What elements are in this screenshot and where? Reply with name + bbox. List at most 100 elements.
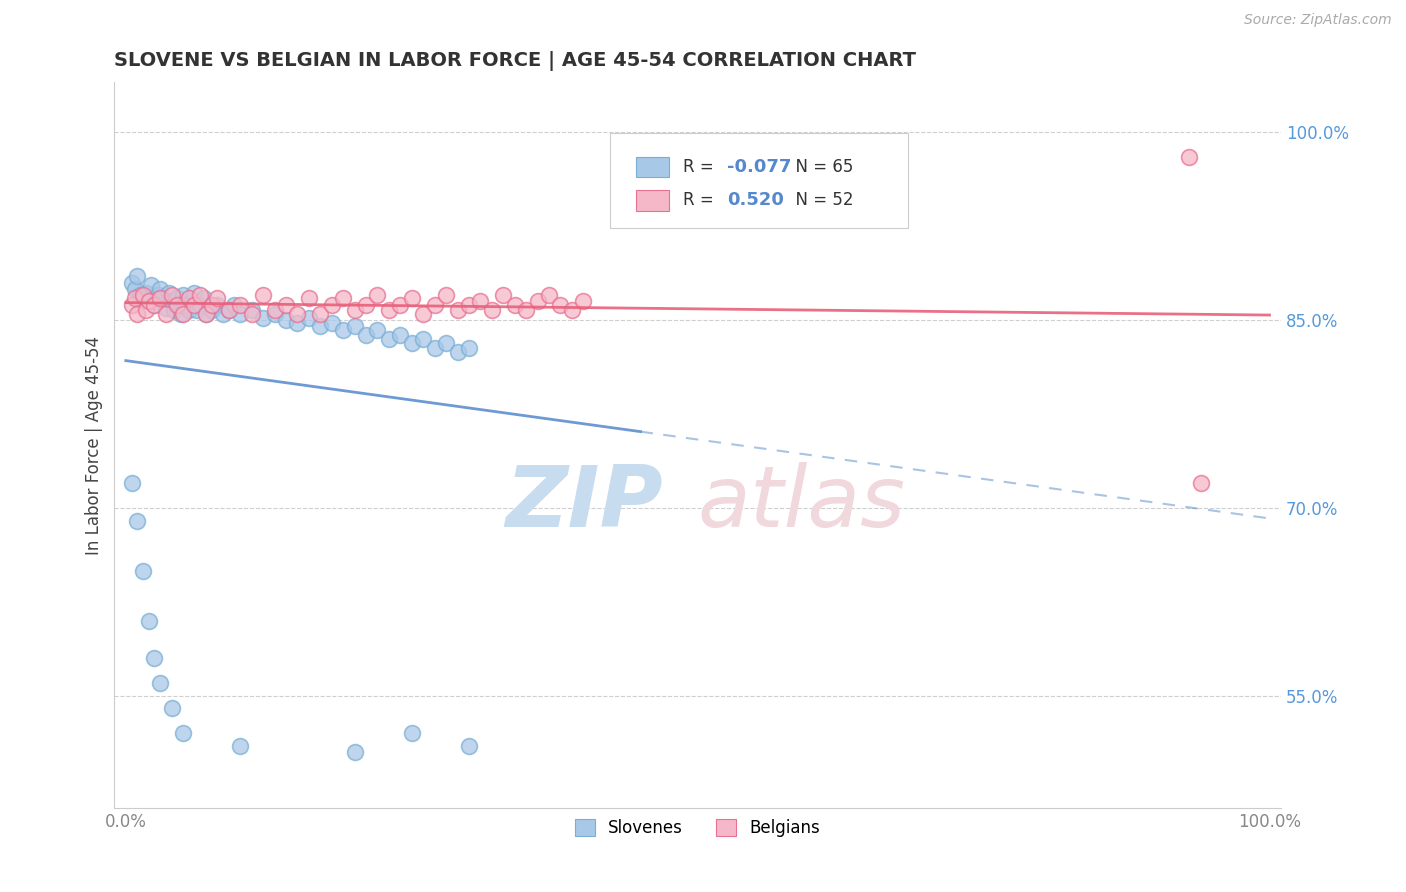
Point [186,303,208,318]
Point [354,328,377,343]
Point [321,316,343,330]
Point [229,307,252,321]
Point [194,307,217,321]
Point [332,291,354,305]
Point [201,303,224,318]
Point [274,298,297,312]
Point [332,323,354,337]
Point [132,291,155,305]
Point [183,285,205,300]
Point [207,291,229,305]
Point [218,303,240,318]
Point [149,282,172,296]
Point [458,739,481,753]
Point [263,307,285,321]
Point [240,303,263,318]
Point [201,298,224,312]
Point [412,332,434,346]
Point [138,294,160,309]
Point [160,294,183,309]
Point [212,307,235,321]
Text: 0.520: 0.520 [727,192,783,210]
Point [181,294,204,309]
Point [132,564,155,578]
Point [177,291,200,305]
Point [229,298,252,312]
Point [366,323,388,337]
Point [446,303,468,318]
Point [127,307,149,321]
Text: ZIP: ZIP [505,462,662,545]
Point [135,303,157,318]
FancyBboxPatch shape [636,157,668,177]
Point [188,298,211,312]
Point [1178,151,1201,165]
Point [389,328,412,343]
Point [492,288,515,302]
Point [149,291,172,305]
Point [434,288,457,302]
Point [298,291,321,305]
Point [172,288,194,302]
Point [128,288,150,302]
Point [124,282,146,296]
Point [423,341,446,355]
Point [401,335,423,350]
Point [127,514,149,528]
Point [274,313,297,327]
Point [218,303,240,318]
Point [172,307,194,321]
Point [172,726,194,740]
Point [526,294,548,309]
Point [423,298,446,312]
Point [572,294,595,309]
Point [1189,475,1212,490]
Point [143,651,166,665]
Y-axis label: In Labor Force | Age 45-54: In Labor Force | Age 45-54 [86,336,103,555]
Point [155,307,177,321]
Point [193,291,215,305]
Point [401,291,423,305]
Point [515,303,537,318]
Point [207,298,229,312]
Text: Source: ZipAtlas.com: Source: ZipAtlas.com [1244,13,1392,28]
Point [143,298,166,312]
Point [177,303,200,318]
Text: R =: R = [682,192,724,210]
Point [298,310,321,325]
Point [252,288,274,302]
Point [170,307,193,321]
Point [240,307,263,321]
Point [401,726,423,740]
Point [481,303,503,318]
Point [121,276,143,290]
Point [132,288,155,302]
Point [121,475,143,490]
Point [389,298,412,312]
Point [121,298,143,312]
Point [378,303,401,318]
Text: R =: R = [682,158,718,176]
Point [343,745,366,759]
Point [155,301,177,315]
Point [537,288,560,302]
Point [160,288,183,302]
Point [263,303,285,318]
Point [160,701,183,715]
Point [146,288,169,302]
Point [343,319,366,334]
Legend: Slovenes, Belgians: Slovenes, Belgians [568,813,827,844]
Point [163,303,186,318]
Point [224,298,246,312]
Point [143,298,166,312]
Point [194,307,217,321]
Point [412,307,434,321]
Text: N = 52: N = 52 [785,192,853,210]
Point [157,285,180,300]
Point [309,307,332,321]
Point [138,614,160,628]
Point [135,285,157,300]
Point [252,310,274,325]
Point [174,298,197,312]
Point [124,291,146,305]
